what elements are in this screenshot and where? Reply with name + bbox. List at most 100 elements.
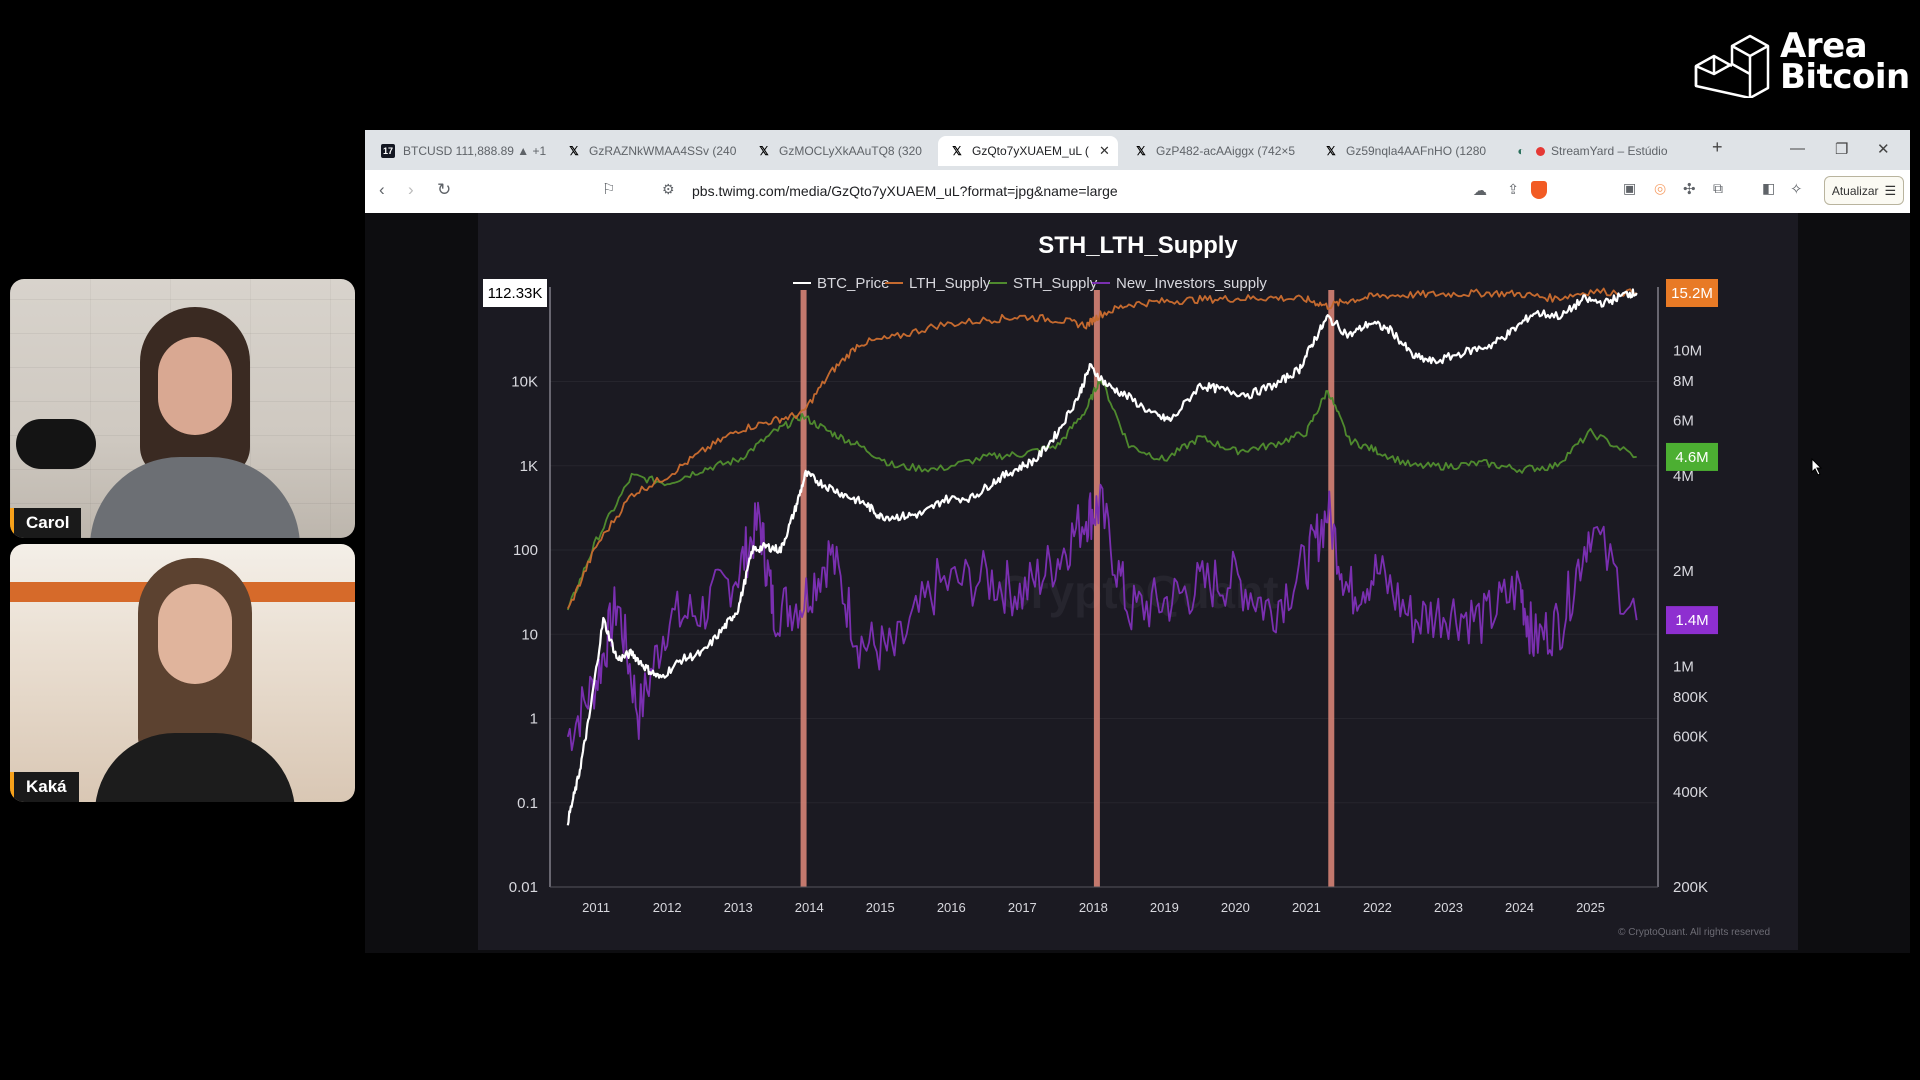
logo-line-2: Bitcoin [1780, 57, 1910, 97]
brave-shield-icon[interactable] [1531, 181, 1547, 199]
x-tick-label: 2024 [1505, 900, 1534, 915]
close-tab-icon[interactable]: ✕ [1098, 143, 1110, 158]
person-silhouette [90, 307, 300, 538]
x-icon: 𝕏 [759, 144, 769, 158]
chart-copyright: © CryptoQuant. All rights reserved [1618, 927, 1770, 938]
y-right-tick-label: 800K [1673, 689, 1708, 706]
bookmark-icon[interactable]: ⚐ [602, 181, 616, 198]
chart-highlight-lines [800, 290, 1335, 887]
tab-title: GzP482-acAAiggx (742×5 [1156, 144, 1296, 158]
x-tick-label: 2022 [1363, 900, 1392, 915]
back-icon[interactable]: ‹ [379, 180, 385, 199]
y-right-value-badge [1666, 442, 1718, 471]
chart: STH_LTH_Supply BTC_Price LTH_Supply STH_Su… [483, 232, 1770, 938]
participant-name-tag: Kaká [10, 772, 79, 802]
y-right-tick-label: 10M [1673, 342, 1702, 359]
y-right-tick-label: 2M [1673, 563, 1694, 580]
close-window-icon[interactable]: ✕ [1877, 141, 1890, 158]
y-left-tick-label: 1K [520, 458, 538, 475]
y-right-tick-label: 1M [1673, 658, 1694, 675]
highlight-line [800, 290, 807, 887]
legend-label: STH_Supply [1013, 275, 1098, 292]
recording-dot-icon [1536, 146, 1545, 156]
x-tick-label: 2018 [1079, 900, 1108, 915]
x-tick-label: 2012 [653, 900, 682, 915]
tab-x-1[interactable]: 𝕏 GzRAZNkWMAA4SSv (240 [555, 136, 740, 166]
y-right-tick-label: 8M [1673, 373, 1694, 390]
restore-icon[interactable]: ❐ [1835, 141, 1849, 158]
y-right-value-badge [1666, 279, 1718, 307]
y-left-tick-label: 1 [530, 711, 538, 728]
new-tab-icon[interactable]: + [1712, 137, 1723, 157]
tab-streamyard[interactable]: ◐ StreamYard – Estúdio [1502, 136, 1682, 166]
series-line-btc-price [566, 288, 1638, 826]
y-left-tick-label: 100 [513, 542, 538, 559]
legend-label: New_Investors_supply [1116, 275, 1267, 292]
x-tick-label: 2014 [795, 900, 824, 915]
cloud-icon[interactable]: ☁ [1473, 182, 1487, 198]
series-line-new-investors-supply [566, 483, 1638, 752]
chart-series [566, 287, 1638, 826]
stairs-icon [1694, 34, 1770, 98]
extensions-icon[interactable]: ✣ [1683, 181, 1696, 198]
sidebar-icon[interactable]: ◧ [1762, 180, 1776, 196]
x-icon: 𝕏 [952, 144, 962, 158]
tradingview-icon: 17 [381, 144, 395, 158]
tab-strip: 17 BTCUSD 111,888.89 ▲ +1 𝕏 GzRAZNkWMAA4… [365, 130, 1910, 170]
chart-title: STH_LTH_Supply [1038, 232, 1238, 259]
tab-x-active[interactable]: 𝕏 GzQto7yXUAEM_uL ( ✕ [938, 136, 1118, 166]
tab-x-4[interactable]: 𝕏 GzP482-acAAiggx (742×5 [1122, 136, 1307, 166]
y-right-tick-label: 400K [1673, 784, 1708, 801]
tab-x-5[interactable]: 𝕏 Gz59nqla4AAFnHO (1280 [1312, 136, 1497, 166]
tab-title: BTCUSD 111,888.89 ▲ +1 [403, 144, 547, 158]
streamyard-icon: ◐ [1517, 144, 1525, 158]
leo-ai-icon[interactable]: ✧ [1790, 181, 1803, 198]
tab-title: GzMOCLyXkAAuTQ8 (320 [779, 144, 922, 158]
x-tick-label: 2017 [1008, 900, 1037, 915]
y-right-value-label: 4.6M [1675, 449, 1708, 466]
x-tick-label: 2015 [866, 900, 895, 915]
mouse-cursor-icon [1811, 458, 1823, 476]
tab-title: GzQto7yXUAEM_uL ( [972, 144, 1089, 158]
site-settings-icon[interactable]: ⚙ [662, 181, 675, 197]
tab-title: GzRAZNkWMAA4SSv (240 [589, 144, 737, 158]
y-right-value-label: 15.2M [1671, 285, 1713, 302]
y-left-tick-label: 0.1 [517, 795, 538, 812]
tab-btcusd[interactable]: 17 BTCUSD 111,888.89 ▲ +1 [369, 136, 549, 166]
legend-label: BTC_Price [817, 275, 890, 292]
y-left-tick-label: 0.01 [509, 879, 538, 896]
x-tick-label: 2011 [582, 900, 610, 915]
y-left-tick-label: 10 [521, 626, 538, 643]
address-bar[interactable]: ⚙ pbs.twimg.com/media/GzQto7yXUAEM_uL?fo… [652, 178, 1547, 205]
x-tick-label: 2025 [1576, 900, 1605, 915]
media-icon[interactable]: ▣ [1623, 180, 1637, 196]
chart-axes: 0.01 0.1 1 10 100 1K 10K 112.33K 10M 8M 6M 4M 2M 1M 80… [483, 279, 1718, 915]
tab-title: StreamYard – Estúdio [1551, 144, 1668, 158]
x-icon: 𝕏 [1326, 144, 1336, 158]
browser-window: 17 BTCUSD 111,888.89 ▲ +1 𝕏 GzRAZNkWMAA4… [365, 130, 1910, 213]
screenshot-icon[interactable]: ⧉ [1713, 180, 1723, 196]
y-right-tick-label: 600K [1673, 728, 1708, 745]
forward-icon[interactable]: › [408, 180, 414, 199]
share-icon[interactable]: ⇪ [1507, 181, 1519, 197]
x-tick-label: 2021 [1292, 900, 1321, 915]
y-right-value-badge [1666, 606, 1718, 635]
update-button[interactable]: Atualizar ☰ [1824, 176, 1904, 205]
participant-name-tag: Carol [10, 508, 82, 538]
microphone [16, 419, 96, 469]
series-line-lth-supply [567, 287, 1638, 610]
toolbar: ‹ › ↻ ⚐ ⚙ pbs.twimg.com/media/GzQto7yXUA… [365, 170, 1910, 213]
highlight-line [1328, 290, 1335, 887]
menu-icon: ☰ [1884, 182, 1897, 198]
minimize-icon[interactable]: — [1790, 140, 1805, 157]
tab-x-2[interactable]: 𝕏 GzMOCLyXkAAuTQ8 (320 [745, 136, 930, 166]
x-tick-label: 2023 [1434, 900, 1463, 915]
x-icon: 𝕏 [569, 144, 579, 158]
chart-image: STH_LTH_Supply BTC_Price LTH_Supply STH_Su… [478, 213, 1798, 950]
reload-icon[interactable]: ↻ [437, 180, 452, 199]
y-left-current-badge [483, 279, 547, 307]
wallet-icon[interactable]: ◎ [1654, 180, 1667, 196]
legend-label: LTH_Supply [909, 275, 991, 292]
y-right-value-label: 1.4M [1675, 612, 1708, 629]
x-tick-label: 2013 [724, 900, 753, 915]
